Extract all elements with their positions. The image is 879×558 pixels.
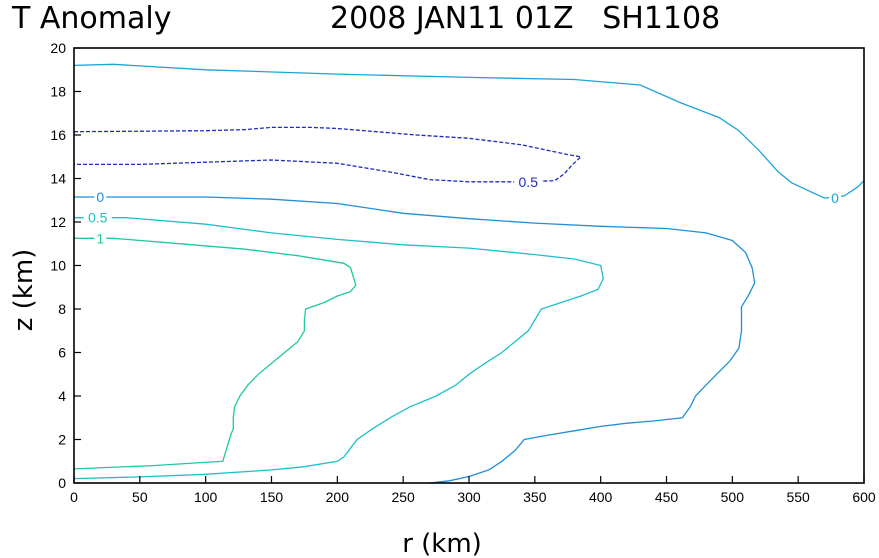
chart-title-left: T Anomaly	[11, 1, 171, 36]
contour-line-0.5	[73, 217, 604, 480]
y-tick-label: 6	[58, 345, 66, 361]
contour-label: 0	[831, 190, 839, 206]
y-tick-label: 20	[50, 40, 66, 56]
x-tick-label: 500	[721, 489, 745, 505]
y-tick-label: 10	[50, 258, 66, 274]
y-tick-label: 2	[58, 432, 66, 448]
x-tick-label: 200	[326, 489, 350, 505]
contour-label-bg	[94, 188, 107, 204]
contour-label: 0	[96, 189, 104, 205]
y-tick-label: 12	[50, 214, 66, 230]
contour-line-0	[73, 63, 865, 199]
y-tick-label: 0	[58, 475, 66, 491]
contour-line--0.5	[73, 126, 583, 183]
x-tick-label: 350	[523, 489, 547, 505]
x-tick-label: 150	[260, 489, 284, 505]
chart-title-right: 2008 JAN11 01Z SH1108	[330, 1, 720, 36]
contour-label: 0.5	[88, 210, 108, 226]
x-axis-label: r (km)	[402, 529, 482, 558]
y-axis-ticks: 0 2 4 6 8 10 12 14 16 18 20	[50, 40, 81, 491]
contour-label-bg	[83, 209, 112, 225]
y-tick-label: 18	[50, 84, 66, 100]
contour-label: 0.5	[519, 174, 539, 190]
x-tick-label: 600	[852, 489, 876, 505]
contour-labels: 0 0.5 1 0.5 0	[83, 173, 842, 246]
contour-label-bg	[829, 190, 842, 206]
x-tick-label: 100	[194, 489, 218, 505]
contour-label-bg	[514, 173, 543, 189]
plot-frame	[73, 47, 865, 484]
x-tick-label: 250	[391, 489, 415, 505]
contour-line-0	[74, 196, 756, 484]
contour-label-bg	[94, 230, 107, 246]
y-tick-label: 4	[58, 388, 66, 404]
y-tick-label: 16	[50, 127, 66, 143]
y-axis-label: z (km)	[9, 249, 39, 332]
x-axis-ticks: 0 50 100 150 200 250 300 350 400 450 500 550 600	[70, 476, 876, 505]
x-tick-label: 50	[132, 489, 148, 505]
x-tick-label: 450	[655, 489, 679, 505]
x-tick-label: 300	[457, 489, 481, 505]
y-tick-label: 14	[50, 171, 66, 187]
x-tick-label: 400	[589, 489, 613, 505]
y-tick-label: 8	[58, 301, 66, 317]
contour-lines	[73, 63, 865, 484]
contour-label: 1	[96, 230, 104, 246]
contour-line-1	[73, 237, 357, 470]
x-tick-label: 0	[70, 489, 78, 505]
x-tick-label: 550	[786, 489, 810, 505]
